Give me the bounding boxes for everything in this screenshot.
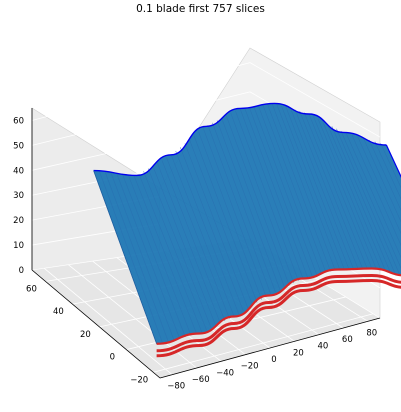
slice-line [198, 131, 262, 300]
z-grid-line [249, 62, 381, 138]
slice-line [380, 143, 401, 189]
slice-line [281, 105, 345, 270]
y-grid-line [153, 313, 374, 373]
x-tick-label: 0 [271, 355, 276, 365]
slice-line [267, 104, 331, 272]
slice-line [166, 157, 230, 319]
blade-right-edge [385, 144, 401, 179]
axis-lines [31, 108, 381, 379]
slice-line [104, 171, 169, 342]
z-tick-label: 40 [13, 166, 24, 176]
slice-line [322, 121, 386, 272]
y-tick-label: −20 [130, 375, 148, 385]
y-tick-label: 0 [110, 353, 115, 363]
slice-line [326, 123, 391, 273]
slice-line [175, 150, 239, 314]
x-tick-label: −80 [167, 382, 185, 392]
slice-line [331, 126, 396, 274]
slice-line [340, 131, 401, 269]
slice-line [157, 162, 221, 324]
slice-line [147, 168, 212, 328]
slice-line [184, 143, 249, 309]
z-tick-label: 30 [13, 191, 24, 201]
slice-line [313, 116, 377, 270]
z-tick-label: 20 [13, 216, 24, 226]
axis-edge-line [159, 317, 381, 379]
z-grid-line [31, 62, 251, 121]
y-tick-label: 60 [26, 284, 37, 294]
slice-line [253, 106, 318, 276]
slice-line [239, 108, 304, 279]
z-tick-label: 60 [13, 116, 24, 126]
slice-line [290, 108, 354, 270]
x-tick-label: 60 [342, 335, 353, 345]
x-tick-label: −60 [192, 375, 210, 385]
y-tick-label: 40 [53, 307, 64, 317]
slice-line [248, 106, 313, 277]
tick-labels: −80−60−40−20020406080−200204060010203040… [13, 116, 377, 391]
red-bottom-band [156, 278, 401, 358]
slice-line [116, 173, 180, 339]
z-grid-line [31, 91, 251, 146]
slice-line [193, 135, 258, 303]
slice-line [317, 118, 382, 271]
slice-line [202, 128, 267, 298]
slice-line [122, 173, 186, 338]
slice-line [225, 115, 290, 286]
slice-line [230, 113, 295, 284]
slice-line [244, 107, 308, 278]
slice-line [170, 154, 235, 317]
x-tick-label: −20 [241, 362, 259, 372]
slice-line [262, 104, 327, 273]
slice-line [304, 112, 368, 269]
x-grid-line [43, 267, 173, 375]
slice-line [271, 103, 336, 271]
slice-line [363, 138, 401, 223]
slice-line [207, 125, 272, 295]
slice-line [138, 173, 203, 333]
chart-title: 0.1 blade first 757 slices [136, 3, 265, 15]
slice-line [189, 139, 253, 306]
slice-line [276, 103, 341, 270]
slice-line [235, 110, 299, 281]
slice-line [99, 171, 163, 343]
slice-line [110, 172, 175, 340]
slice-line [374, 141, 401, 200]
slice-line [161, 160, 226, 322]
slice-line [294, 109, 359, 270]
x-tick-label: −40 [216, 368, 234, 378]
blade-surface [93, 102, 401, 358]
slice-line [299, 111, 363, 269]
slice-line [308, 113, 373, 269]
z-tick-label: 10 [13, 241, 24, 251]
slice-line [143, 171, 207, 331]
y-tick-label: 20 [80, 330, 91, 340]
slice-line [180, 147, 244, 312]
slice-line [258, 105, 322, 274]
slice-line [212, 122, 276, 293]
red-bottom-band [156, 273, 401, 353]
x-tick-label: 40 [317, 342, 328, 352]
blade-top-edge [93, 102, 387, 177]
blade-left-edge [93, 170, 157, 344]
slice-line [336, 128, 400, 275]
slice-line [351, 134, 401, 247]
slice-line [127, 174, 192, 336]
slice-line [345, 133, 401, 259]
slice-line [221, 117, 285, 288]
z-tick-label: 50 [13, 141, 24, 151]
slice-line [152, 165, 217, 326]
slice-line [357, 136, 401, 235]
slice-line [216, 120, 281, 290]
x-tick-label: 20 [293, 348, 304, 358]
z-tick-label: 0 [19, 266, 24, 276]
slice-line [133, 174, 198, 335]
red-bottom-band [156, 267, 401, 345]
slice-line [285, 106, 350, 270]
x-tick-label: 80 [366, 328, 377, 338]
axis-edge-line [31, 269, 161, 379]
